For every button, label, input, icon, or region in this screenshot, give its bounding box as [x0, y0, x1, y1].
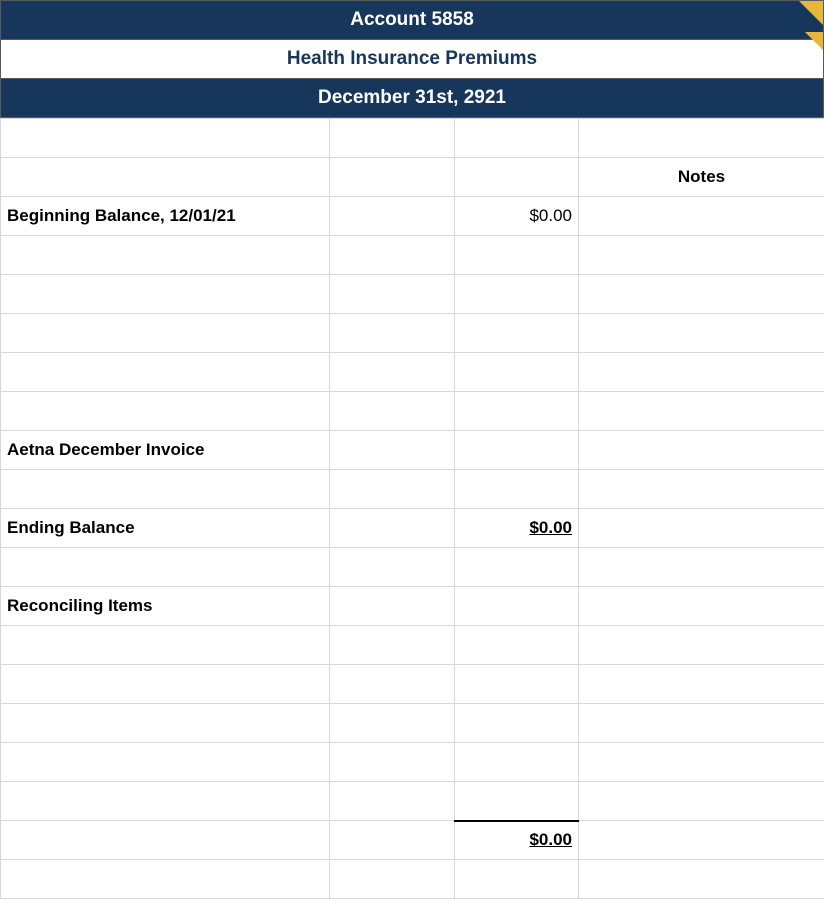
header-account-bar: Account 5858	[0, 0, 824, 40]
table-row: Reconciling Items	[1, 587, 824, 626]
account-sheet: Account 5858 Health Insurance Premiums D…	[0, 0, 824, 899]
table-row	[1, 275, 824, 314]
table-row	[1, 119, 824, 158]
reconciling-items-label: Reconciling Items	[1, 587, 330, 626]
aetna-invoice-label: Aetna December Invoice	[1, 431, 330, 470]
table-row	[1, 314, 824, 353]
total-value: $0.00	[455, 821, 579, 860]
table-row	[1, 392, 824, 431]
table-row	[1, 626, 824, 665]
notes-column-header: Notes	[579, 158, 824, 197]
period-label: December 31st, 2921	[318, 87, 506, 108]
ending-balance-label: Ending Balance	[1, 509, 330, 548]
table-row	[1, 782, 824, 821]
table-row	[1, 743, 824, 782]
beginning-balance-value: $0.00	[455, 197, 579, 236]
table-row: $0.00	[1, 821, 824, 860]
ledger-table: Notes Beginning Balance, 12/01/21 $0.00 …	[0, 118, 824, 899]
table-row	[1, 470, 824, 509]
table-row: Beginning Balance, 12/01/21 $0.00	[1, 197, 824, 236]
table-row: Notes	[1, 158, 824, 197]
table-row	[1, 665, 824, 704]
table-row	[1, 704, 824, 743]
header-period-bar: December 31st, 2921	[0, 78, 824, 118]
account-subtitle: Health Insurance Premiums	[287, 48, 537, 69]
table-row	[1, 236, 824, 275]
table-row: Aetna December Invoice	[1, 431, 824, 470]
ending-balance-value: $0.00	[455, 509, 579, 548]
account-title: Account 5858	[350, 9, 474, 30]
corner-ribbon-icon	[805, 32, 823, 50]
corner-ribbon-icon	[799, 1, 823, 25]
table-row: Ending Balance $0.00	[1, 509, 824, 548]
table-row	[1, 353, 824, 392]
header-subtitle-bar: Health Insurance Premiums	[0, 40, 824, 78]
table-row	[1, 860, 824, 899]
table-row	[1, 548, 824, 587]
beginning-balance-label: Beginning Balance, 12/01/21	[1, 197, 330, 236]
